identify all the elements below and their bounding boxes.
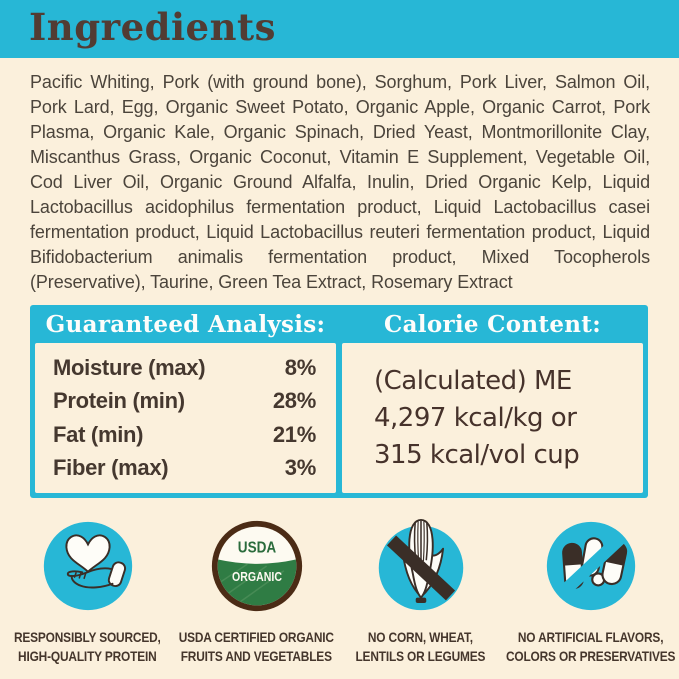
table-row: Fiber (max) 3% — [35, 455, 336, 481]
badge-caption: NO CORN, WHEAT, LENTILS OR LEGUMES — [355, 629, 486, 664]
badge-usda-organic: USDA ORGANIC USDA CERTIFIED ORGANIC FRUI… — [175, 518, 338, 666]
seal-text-organic: ORGANIC — [232, 569, 282, 584]
calorie-content-panel: (Calculated) ME 4,297 kcal/kg or 315 kca… — [342, 343, 643, 493]
no-pills-icon — [546, 521, 636, 611]
usda-organic-seal-icon: USDA ORGANIC — [211, 520, 302, 612]
row-value: 3% — [284, 455, 317, 481]
row-label: Fiber (max) — [53, 455, 169, 481]
badge-no-artificial: NO ARTIFICIAL FLAVORS, COLORS OR PRESERV… — [503, 518, 679, 666]
table-row: Fat (min) 21% — [35, 422, 336, 448]
badge-caption: NO ARTIFICIAL FLAVORS, COLORS OR PRESERV… — [506, 629, 676, 664]
badge-caption: USDA CERTIFIED ORGANIC FRUITS AND VEGETA… — [178, 629, 335, 664]
calorie-line: 4,297 kcal/kg or — [374, 402, 577, 433]
badge-caption: RESPONSIBLY SOURCED, HIGH-QUALITY PROTEI… — [14, 629, 161, 664]
guaranteed-analysis-table: Moisture (max) 8% Protein (min) 28% Fat … — [35, 343, 336, 493]
row-label: Moisture (max) — [53, 354, 206, 380]
badge-no-corn: NO CORN, WHEAT, LENTILS OR LEGUMES — [338, 518, 503, 666]
row-value: 28% — [272, 388, 316, 414]
guaranteed-analysis-title: Guaranteed Analysis: — [45, 310, 326, 338]
badge-responsibly-sourced: RESPONSIBLY SOURCED, HIGH-QUALITY PROTEI… — [0, 518, 175, 666]
analysis-panels: Guaranteed Analysis: Calorie Content: Mo… — [30, 305, 648, 498]
table-row: Protein (min) 28% — [35, 388, 336, 414]
ingredients-paragraph: Pacific Whiting, Pork (with ground bone)… — [30, 72, 650, 292]
badge-row: RESPONSIBLY SOURCED, HIGH-QUALITY PROTEI… — [0, 518, 679, 666]
header-bar: Ingredients — [0, 0, 679, 58]
calorie-line: (Calculated) ME — [374, 365, 572, 396]
table-row: Moisture (max) 8% — [35, 355, 336, 381]
calorie-line: 315 kcal/vol cup — [374, 439, 580, 470]
page-title: Ingredients — [29, 5, 276, 49]
row-label: Fat (min) — [53, 421, 144, 447]
row-value: 21% — [272, 421, 316, 447]
row-value: 8% — [284, 354, 317, 380]
heart-in-hand-icon — [43, 521, 132, 611]
no-corn-icon — [378, 518, 463, 611]
seal-text-usda: USDA — [237, 540, 276, 557]
calorie-content-title: Calorie Content: — [383, 310, 602, 338]
row-label: Protein (min) — [53, 388, 185, 414]
